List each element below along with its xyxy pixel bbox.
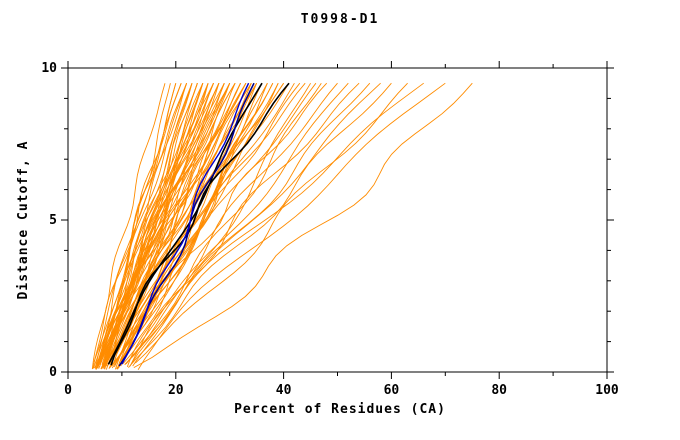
model-curve [95, 83, 182, 366]
model-curve [137, 82, 446, 370]
y-tick-label: 0 [49, 365, 57, 380]
x-tick-label: 60 [384, 383, 400, 398]
model-curve [100, 83, 204, 370]
model-curve [106, 82, 274, 367]
model-curve [104, 82, 247, 366]
model-curve [98, 82, 225, 364]
x-axis-label: Percent of Residues (CA) [234, 402, 446, 417]
highlight-curve [110, 82, 290, 366]
chart-title: T0998-D1 [300, 12, 380, 27]
y-tick-label: 5 [49, 213, 57, 228]
model-curve [133, 82, 473, 368]
model-curve [92, 83, 220, 369]
y-tick-label: 10 [41, 61, 57, 76]
x-tick-label: 0 [64, 383, 72, 398]
y-axis-label-text: Distance Cutoff, A [16, 140, 31, 300]
model-curve [132, 82, 381, 367]
model-curve [114, 82, 295, 365]
model-curve [118, 82, 317, 368]
model-curve [97, 83, 204, 367]
x-tick-label: 80 [491, 383, 507, 398]
x-tick-label: 100 [595, 383, 619, 398]
model-curve [103, 82, 231, 368]
model-curve [131, 82, 424, 364]
model-curve [92, 83, 188, 369]
model-curve [119, 82, 328, 365]
model-curve [122, 82, 349, 364]
model-curve [135, 82, 408, 364]
model-curve [91, 83, 166, 370]
x-tick-label: 40 [276, 383, 292, 398]
model-curve [124, 82, 311, 365]
model-curve [128, 82, 392, 368]
model-curve [116, 82, 306, 370]
model-curve [125, 82, 322, 365]
model-curve [106, 82, 247, 364]
x-tick-label: 20 [168, 383, 184, 398]
model-curve [116, 83, 268, 369]
highlight-curve [121, 82, 250, 365]
model-curve [98, 83, 188, 364]
model-curve [102, 82, 252, 369]
model-curve [99, 82, 236, 367]
model-curve [97, 82, 247, 365]
model-curve [129, 82, 360, 367]
